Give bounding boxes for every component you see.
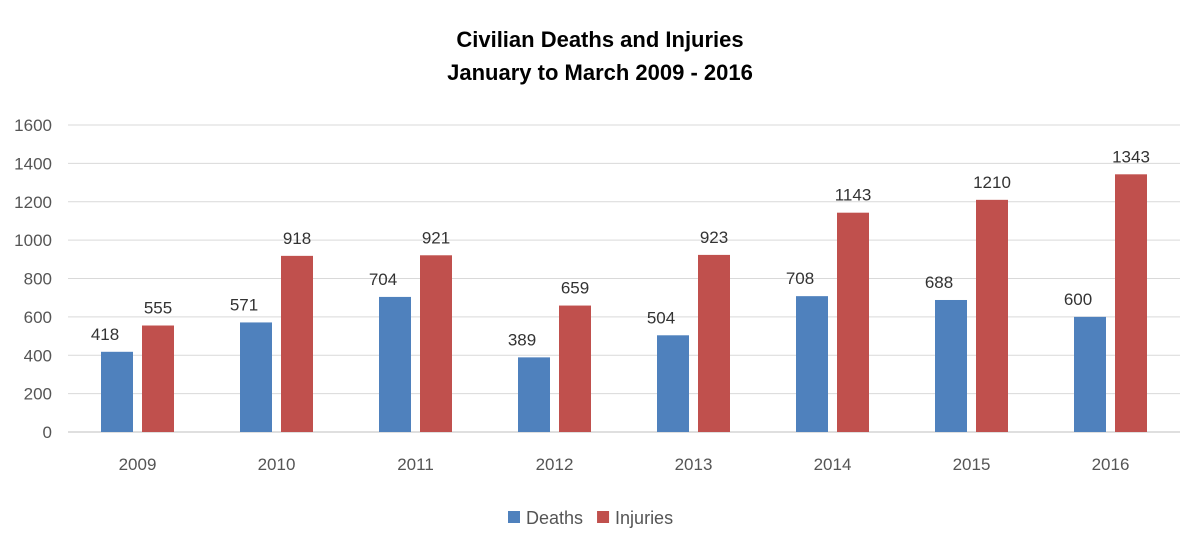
data-label: 571 [230,295,258,314]
y-tick-label: 1200 [14,193,52,212]
data-label: 921 [422,228,450,247]
data-label: 1343 [1112,147,1150,166]
y-tick-label: 400 [24,346,52,365]
bar-deaths-2013 [657,335,689,432]
bar-deaths-2012 [518,357,550,432]
x-tick-label: 2012 [536,455,574,474]
bar-injuries-2011 [420,255,452,432]
data-label: 555 [144,299,172,318]
bar-deaths-2016 [1074,316,1106,432]
legend-swatch-injuries [597,511,610,523]
chart-subtitle: January to March 2009 - 2016 [447,60,753,85]
y-tick-label: 0 [43,423,52,442]
y-tick-label: 800 [24,270,52,289]
x-tick-label: 2015 [953,455,991,474]
data-label: 1210 [973,173,1011,192]
x-tick-label: 2011 [397,455,434,474]
bar-injuries-2012 [559,305,591,432]
legend-label-injuries: Injuries [615,508,673,528]
data-label: 704 [369,270,397,289]
bar-deaths-2009 [101,351,133,432]
chart-title: Civilian Deaths and Injuries [456,27,743,52]
y-tick-label: 200 [24,385,52,404]
legend-label-deaths: Deaths [526,508,583,528]
bar-deaths-2011 [379,296,411,432]
data-label: 659 [561,279,589,298]
data-label: 708 [786,269,814,288]
bar-injuries-2016 [1115,174,1147,432]
x-tick-label: 2014 [814,455,852,474]
bar-deaths-2014 [796,296,828,432]
bar-injuries-2015 [976,199,1008,432]
bar-injuries-2010 [281,255,313,432]
data-label: 600 [1064,290,1092,309]
x-tick-label: 2009 [119,455,157,474]
data-label: 418 [91,325,119,344]
data-label: 504 [647,308,675,327]
y-tick-label: 600 [24,308,52,327]
x-tick-label: 2013 [675,455,713,474]
bar-injuries-2013 [698,254,730,432]
y-tick-label: 1600 [14,116,52,135]
data-label: 918 [283,229,311,248]
bar-deaths-2015 [935,299,967,432]
bar-injuries-2014 [837,212,869,432]
bar-deaths-2010 [240,322,272,432]
y-tick-label: 1400 [14,154,52,173]
data-label: 389 [508,330,536,349]
data-label: 1143 [835,186,872,205]
data-label: 688 [925,273,953,292]
bar-injuries-2009 [142,325,174,432]
y-tick-label: 1000 [14,231,52,250]
legend-swatch-deaths [508,511,520,523]
x-tick-label: 2010 [258,455,296,474]
x-tick-label: 2016 [1092,455,1130,474]
data-label: 923 [700,228,728,247]
